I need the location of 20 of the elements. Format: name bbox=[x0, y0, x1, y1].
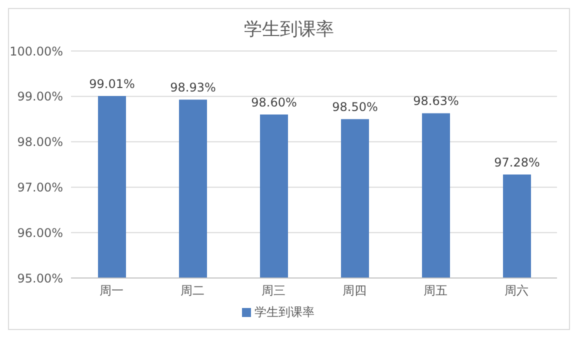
chart-title: 学生到课率 bbox=[243, 18, 335, 41]
y-tick-label: 96.00% bbox=[17, 226, 63, 240]
y-tick-label: 100.00% bbox=[10, 44, 63, 58]
data-label: 98.93% bbox=[170, 80, 216, 95]
x-tick-label: 周五 bbox=[424, 284, 448, 298]
y-tick-label: 95.00% bbox=[17, 271, 63, 286]
legend-label: 学生到课率 bbox=[254, 305, 314, 319]
x-tick-label: 周二 bbox=[180, 284, 204, 298]
y-tick-label: 98.00% bbox=[17, 135, 63, 150]
x-tick-label: 周一 bbox=[100, 284, 124, 298]
x-tick-label: 周四 bbox=[342, 284, 366, 298]
data-label: 98.63% bbox=[413, 94, 459, 108]
x-tick-label: 周三 bbox=[262, 284, 286, 298]
data-label: 98.50% bbox=[332, 100, 378, 114]
data-label: 98.60% bbox=[251, 96, 297, 110]
y-tick-label: 97.00% bbox=[17, 180, 63, 194]
x-tick-label: 周六 bbox=[504, 284, 528, 298]
data-label: 99.01% bbox=[89, 76, 135, 91]
y-tick-label: 99.00% bbox=[17, 90, 63, 104]
data-label: 97.28% bbox=[494, 155, 540, 170]
